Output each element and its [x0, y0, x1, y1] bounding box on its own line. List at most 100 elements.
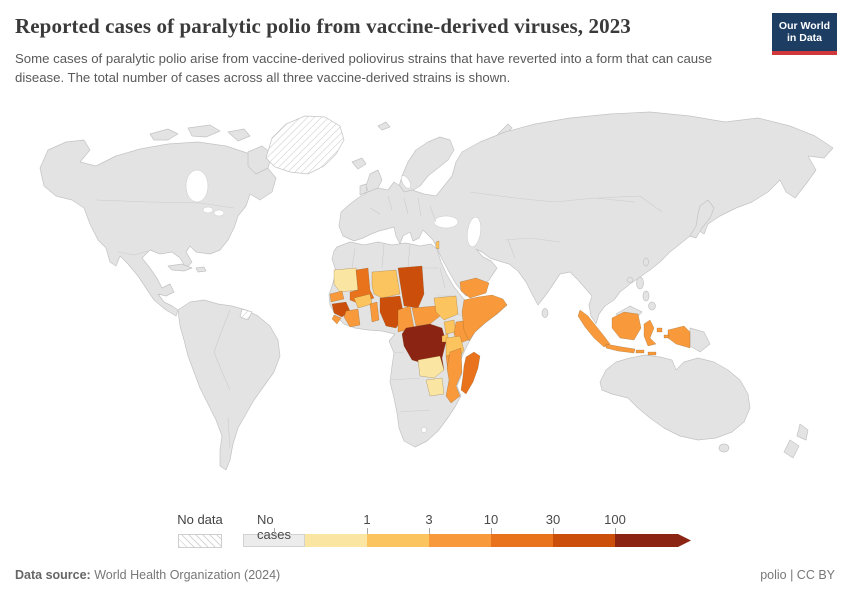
sri-lanka[interactable]: [541, 308, 549, 318]
legend-label: 3: [425, 512, 433, 527]
legend-tick: [553, 528, 554, 534]
country-benin[interactable]: [369, 301, 380, 323]
arctic-island[interactable]: [227, 128, 251, 142]
japan[interactable]: [689, 199, 715, 239]
landmass-australia[interactable]: [599, 354, 751, 441]
border-us-mexico: [117, 250, 149, 256]
taiwan[interactable]: [643, 257, 649, 267]
owid-logo[interactable]: Our World in Data: [772, 13, 837, 55]
legend-tick: [367, 528, 368, 534]
country-indonesia-maluku[interactable]: [656, 327, 663, 333]
landmass-north-america[interactable]: [39, 139, 277, 317]
hainan[interactable]: [626, 277, 634, 283]
hudson-bay: [185, 169, 209, 203]
legend-no-data-swatch: [178, 534, 222, 548]
new-zealand-north[interactable]: [796, 423, 809, 441]
country-french-guiana[interactable]: [239, 308, 253, 321]
owid-logo-line2: in Data: [786, 32, 822, 44]
country-indonesia-sunda[interactable]: [635, 349, 645, 354]
legend-tick: [274, 528, 275, 534]
country-yemen[interactable]: [459, 277, 490, 299]
legend-bin-10[interactable]: [429, 534, 491, 547]
legend-no-data-label: No data: [177, 512, 223, 527]
landmass-south-america[interactable]: [177, 299, 281, 471]
papua-new-guinea[interactable]: [689, 327, 711, 353]
legend-bin-No cases[interactable]: [243, 534, 305, 547]
legend-tick: [429, 528, 430, 534]
border-europe: [369, 195, 437, 223]
country-senegal[interactable]: [329, 290, 345, 303]
country-south-sudan[interactable]: [433, 295, 459, 321]
country-indonesia-papua[interactable]: [667, 325, 691, 349]
data-source-text: World Health Organization (2024): [90, 568, 281, 582]
border-southern-africa: [391, 377, 431, 413]
border-us-canada: [95, 199, 235, 209]
legend-bin-100[interactable]: [553, 534, 615, 547]
country-indonesia-maluku[interactable]: [663, 334, 670, 339]
country-somalia[interactable]: [461, 294, 508, 342]
country-zambia[interactable]: [417, 355, 445, 379]
border-himalaya: [504, 237, 561, 259]
border-brazil: [213, 309, 231, 391]
legend-label: 1: [363, 512, 371, 527]
legend-bin-3[interactable]: [367, 534, 429, 547]
arctic-island[interactable]: [187, 124, 221, 138]
legend-bin-1[interactable]: [305, 534, 367, 547]
license-note[interactable]: polio | CC BY: [760, 568, 835, 582]
country-niger[interactable]: [371, 269, 401, 299]
philippines[interactable]: [642, 290, 650, 302]
legend-label: 10: [483, 512, 499, 527]
philippines[interactable]: [648, 301, 656, 311]
legend-label: No cases: [257, 512, 291, 542]
legend-bar[interactable]: [243, 534, 691, 547]
country-indonesia-java[interactable]: [605, 343, 636, 354]
country-indonesia-sunda[interactable]: [647, 351, 657, 356]
great-lakes: [213, 209, 225, 217]
landmass-eurasia[interactable]: [338, 111, 834, 325]
lesotho: [421, 427, 427, 433]
country-cote-divoire[interactable]: [343, 308, 361, 328]
footer: Data source: World Health Organization (…: [15, 568, 835, 582]
legend-label: 30: [545, 512, 561, 527]
country-mauritania[interactable]: [333, 267, 359, 293]
tasmania[interactable]: [718, 443, 730, 453]
cuba[interactable]: [167, 263, 193, 272]
border-argentina: [227, 417, 231, 449]
legend-tick: [491, 528, 492, 534]
border-sahara: [351, 243, 446, 289]
country-indonesia-borneo[interactable]: [611, 311, 642, 341]
iceland[interactable]: [351, 157, 367, 170]
arctic-island[interactable]: [149, 128, 179, 141]
philippines[interactable]: [636, 276, 644, 290]
chart-subtitle: Some cases of paralytic polio arise from…: [15, 51, 713, 85]
svalbard[interactable]: [377, 121, 391, 131]
border-central-asia: [469, 191, 663, 213]
country-greenland[interactable]: [265, 115, 345, 175]
legend-label: 100: [604, 512, 626, 527]
scandinavia[interactable]: [397, 136, 455, 195]
hispaniola[interactable]: [195, 266, 207, 273]
great-lakes: [202, 206, 214, 214]
country-chad[interactable]: [397, 265, 425, 309]
ireland[interactable]: [359, 183, 368, 196]
map-legend: No data No cases 1 3 10 30 100: [0, 511, 850, 553]
data-source-label: Data source:: [15, 568, 91, 582]
legend-bin-max[interactable]: [615, 534, 691, 547]
country-sierra-leone[interactable]: [331, 314, 342, 325]
page-title: Reported cases of paralytic polio from v…: [15, 14, 631, 38]
country-madagascar[interactable]: [460, 351, 481, 395]
border-angola-drc: [393, 351, 405, 354]
new-zealand-south[interactable]: [783, 439, 800, 459]
legend-bin-30[interactable]: [491, 534, 553, 547]
country-indonesia-sulawesi[interactable]: [643, 319, 657, 347]
baffin-island[interactable]: [247, 145, 273, 175]
owid-logo-line1: Our World: [778, 19, 831, 32]
black-sea: [433, 215, 459, 229]
country-israel[interactable]: [435, 240, 440, 250]
baltic-sea: [401, 175, 411, 189]
country-zimbabwe[interactable]: [425, 377, 445, 397]
country-mozambique[interactable]: [445, 347, 463, 404]
country-car[interactable]: [411, 305, 441, 327]
legend-tick: [615, 528, 616, 534]
